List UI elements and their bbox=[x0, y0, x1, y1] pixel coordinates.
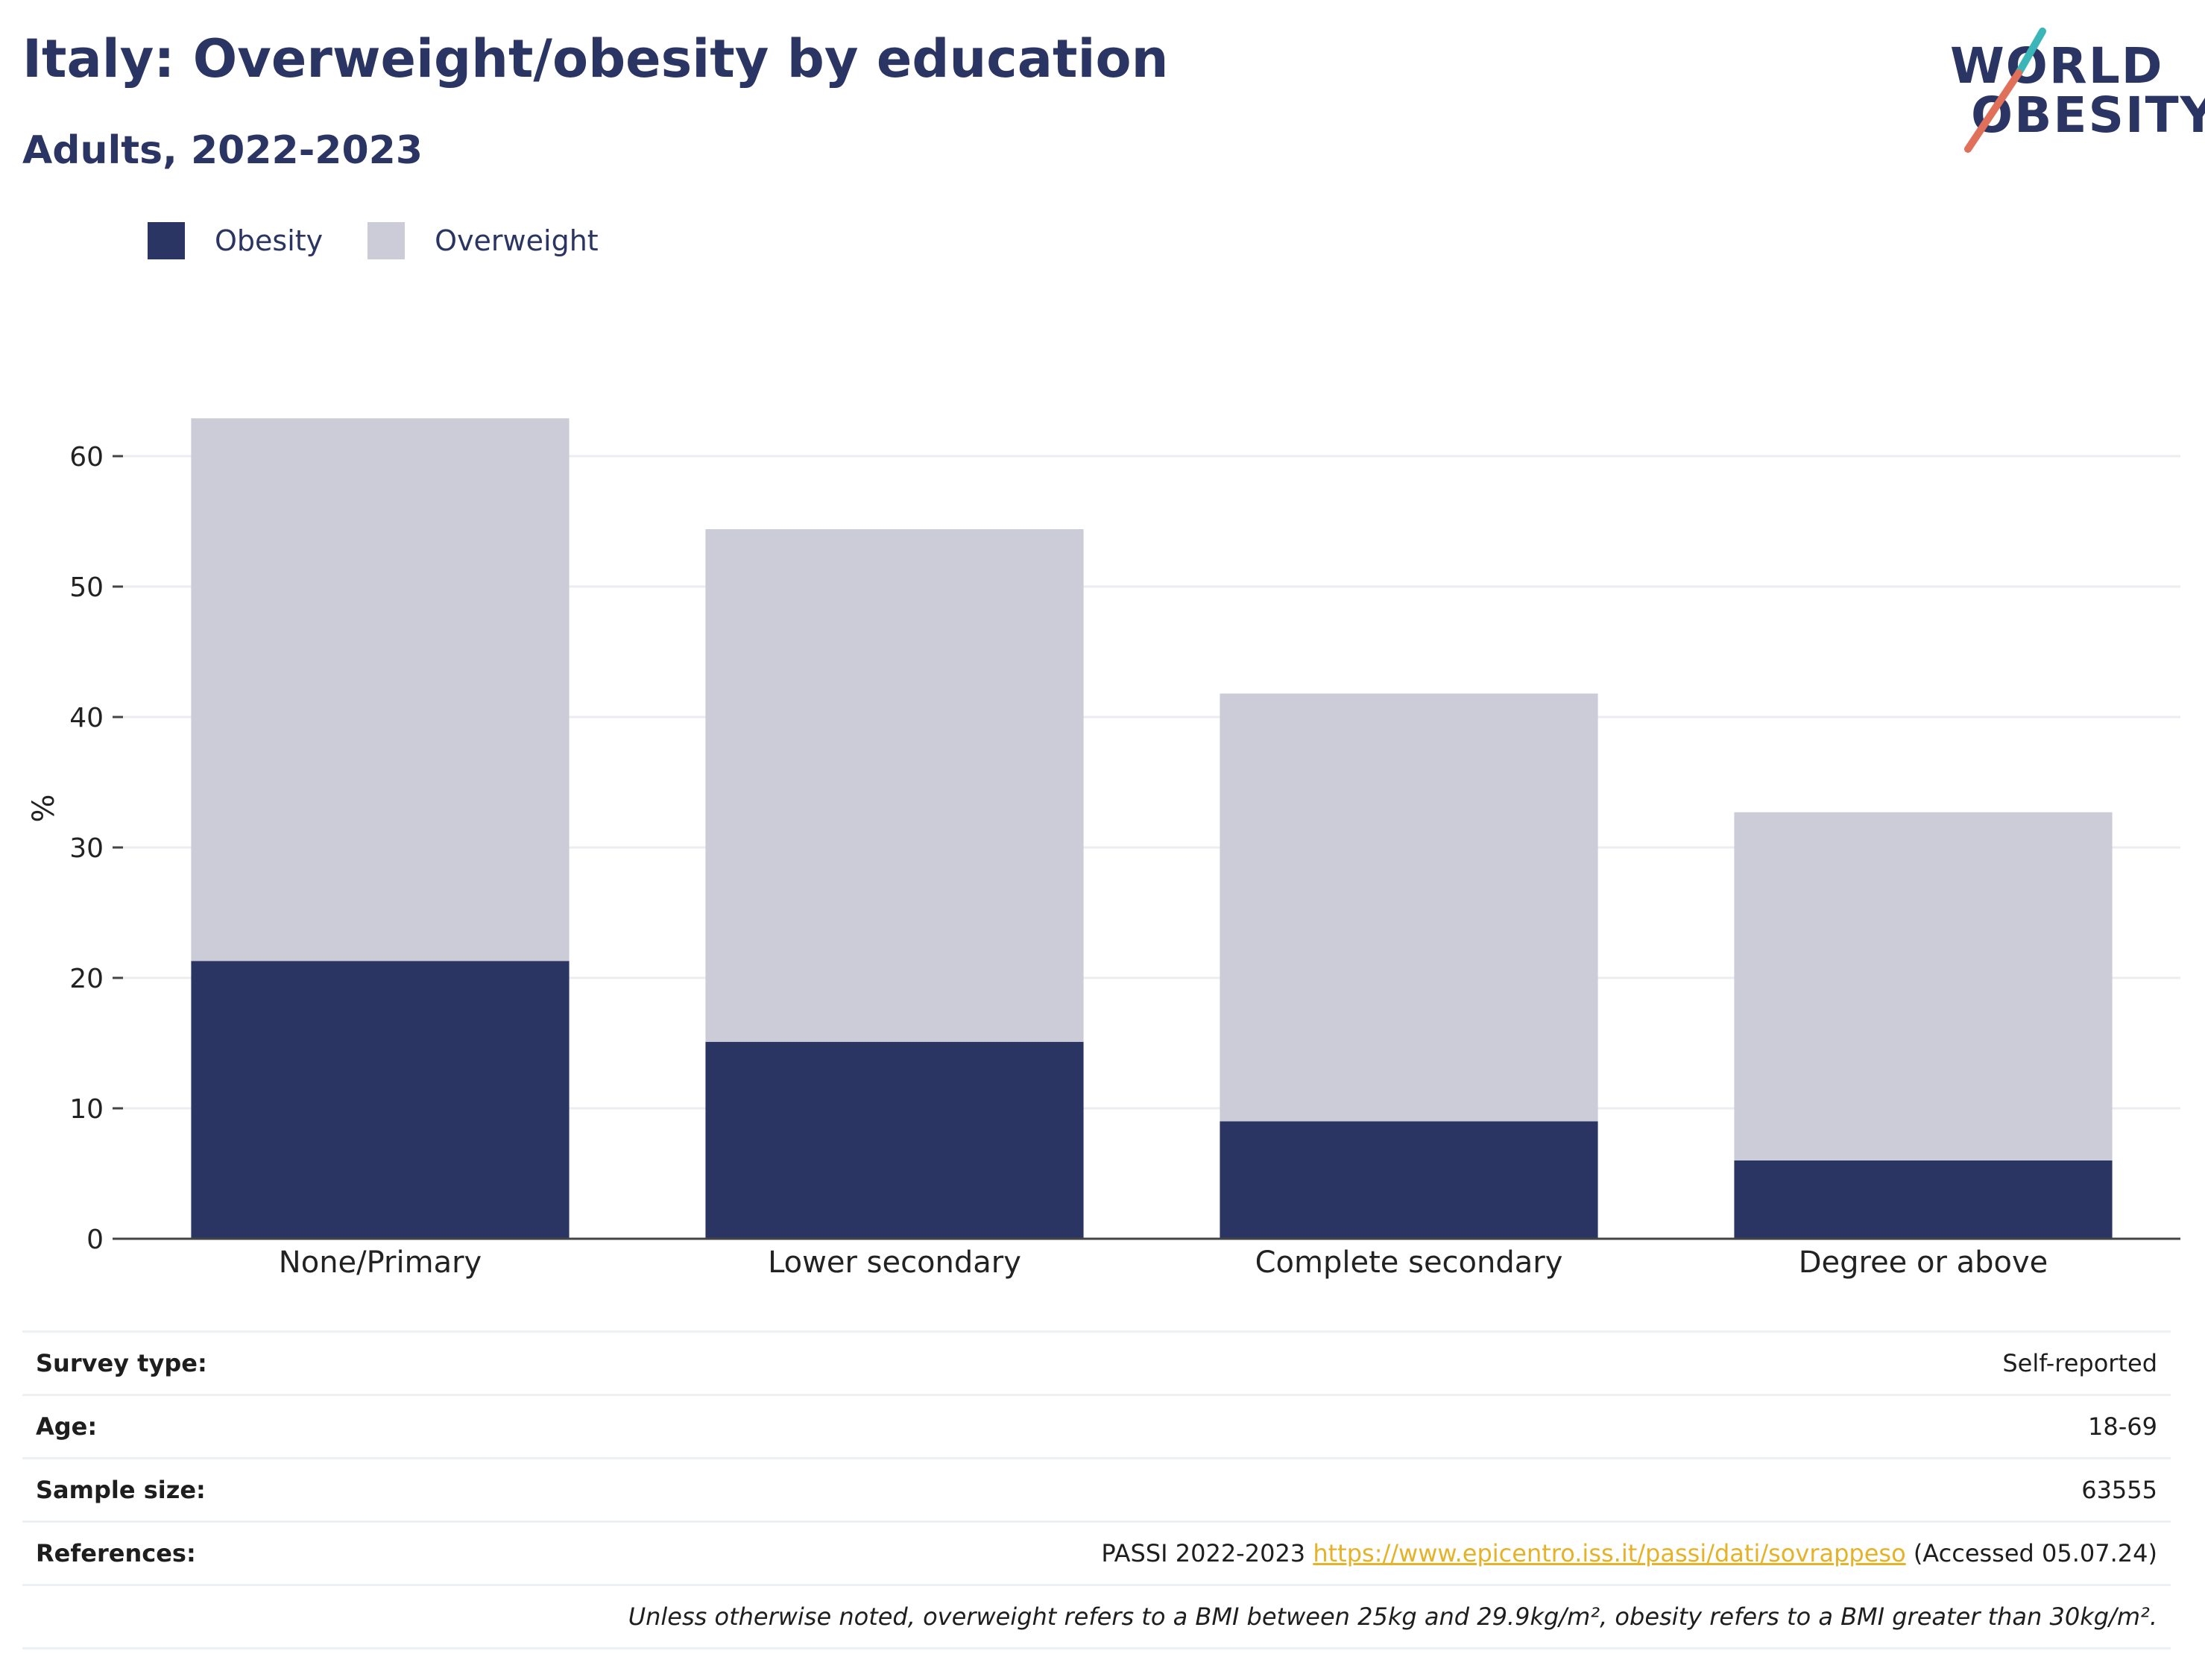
logo-slash-icon bbox=[1964, 28, 2046, 153]
y-tick-label: 50 bbox=[69, 572, 104, 603]
chart-plot-area: 0 10 20 30 40 50 60% None/Primary Lower secondar… bbox=[27, 418, 2180, 1280]
y-tick-label: 30 bbox=[69, 833, 104, 864]
bar-overweight-4 bbox=[1734, 812, 2113, 1160]
age-value: 18-69 bbox=[2088, 1412, 2157, 1441]
x-tick-label: Complete secondary bbox=[1255, 1245, 1563, 1280]
y-axis-label: % bbox=[27, 794, 61, 822]
sample-size-value: 63555 bbox=[2081, 1476, 2157, 1504]
bar-overweight-2 bbox=[705, 529, 1084, 1042]
bar-obesity-4 bbox=[1734, 1160, 2113, 1239]
bar-overweight-3 bbox=[1220, 693, 1598, 1122]
metadata-table: Survey type: Self-reported Age: 18-69 Sa… bbox=[22, 1330, 2171, 1649]
axes: 0 10 20 30 40 50 60% None/Primary Lower secondar… bbox=[27, 442, 2180, 1280]
y-tick-label: 60 bbox=[69, 442, 104, 473]
sample-size-label: Sample size: bbox=[36, 1476, 206, 1504]
legend-item-overweight[interactable]: Overweight bbox=[368, 222, 599, 259]
logo-line-world: WORLD bbox=[1950, 37, 2164, 95]
x-tick-label: Lower secondary bbox=[768, 1245, 1021, 1280]
y-tick-label: 0 bbox=[86, 1225, 104, 1255]
references-prefix: PASSI 2022-2023 bbox=[1101, 1539, 1306, 1567]
world-obesity-logo: WORLD OBESITY bbox=[1938, 22, 2205, 157]
logo-line-obesity: OBESITY bbox=[1971, 86, 2205, 144]
legend-label-overweight: Overweight bbox=[435, 224, 599, 257]
meta-row-age: Age: 18-69 bbox=[22, 1394, 2171, 1457]
x-tick-label: Degree or above bbox=[1799, 1245, 2048, 1280]
age-label: Age: bbox=[36, 1412, 98, 1441]
chart-subtitle: Adults, 2022-2023 bbox=[22, 128, 423, 173]
x-tick-label: None/Primary bbox=[279, 1245, 482, 1280]
survey-type-label: Survey type: bbox=[36, 1349, 207, 1377]
legend-label-obesity: Obesity bbox=[215, 224, 324, 257]
definition-note: Unless otherwise noted, overweight refer… bbox=[628, 1602, 2157, 1631]
bar-obesity-3 bbox=[1220, 1121, 1598, 1239]
legend-swatch-obesity bbox=[148, 222, 185, 259]
meta-row-note: Unless otherwise noted, overweight refer… bbox=[22, 1584, 2171, 1649]
references-label: References: bbox=[36, 1539, 196, 1567]
y-tick-label: 20 bbox=[69, 964, 104, 994]
bars bbox=[191, 418, 2113, 1239]
meta-row-survey-type: Survey type: Self-reported bbox=[22, 1330, 2171, 1394]
y-tick-label: 40 bbox=[69, 703, 104, 733]
references-link[interactable]: https://www.epicentro.iss.it/passi/dati/… bbox=[1313, 1539, 1906, 1567]
legend-swatch-overweight bbox=[368, 222, 406, 259]
references-suffix: (Accessed 05.07.24) bbox=[1913, 1539, 2157, 1567]
y-tick-label: 10 bbox=[69, 1094, 104, 1125]
chart-legend: Obesity Overweight bbox=[148, 222, 643, 259]
bar-obesity-1 bbox=[191, 961, 570, 1239]
bar-overweight-1 bbox=[191, 418, 570, 961]
survey-type-value: Self-reported bbox=[2002, 1349, 2157, 1377]
legend-item-obesity[interactable]: Obesity bbox=[148, 222, 323, 259]
meta-row-references: References: PASSI 2022-2023 https://www.… bbox=[22, 1520, 2171, 1584]
chart-title: Italy: Overweight/obesity by education bbox=[22, 28, 1169, 89]
references-value: PASSI 2022-2023 https://www.epicentro.is… bbox=[1101, 1539, 2171, 1567]
bar-obesity-2 bbox=[705, 1041, 1084, 1239]
meta-row-sample-size: Sample size: 63555 bbox=[22, 1457, 2171, 1520]
